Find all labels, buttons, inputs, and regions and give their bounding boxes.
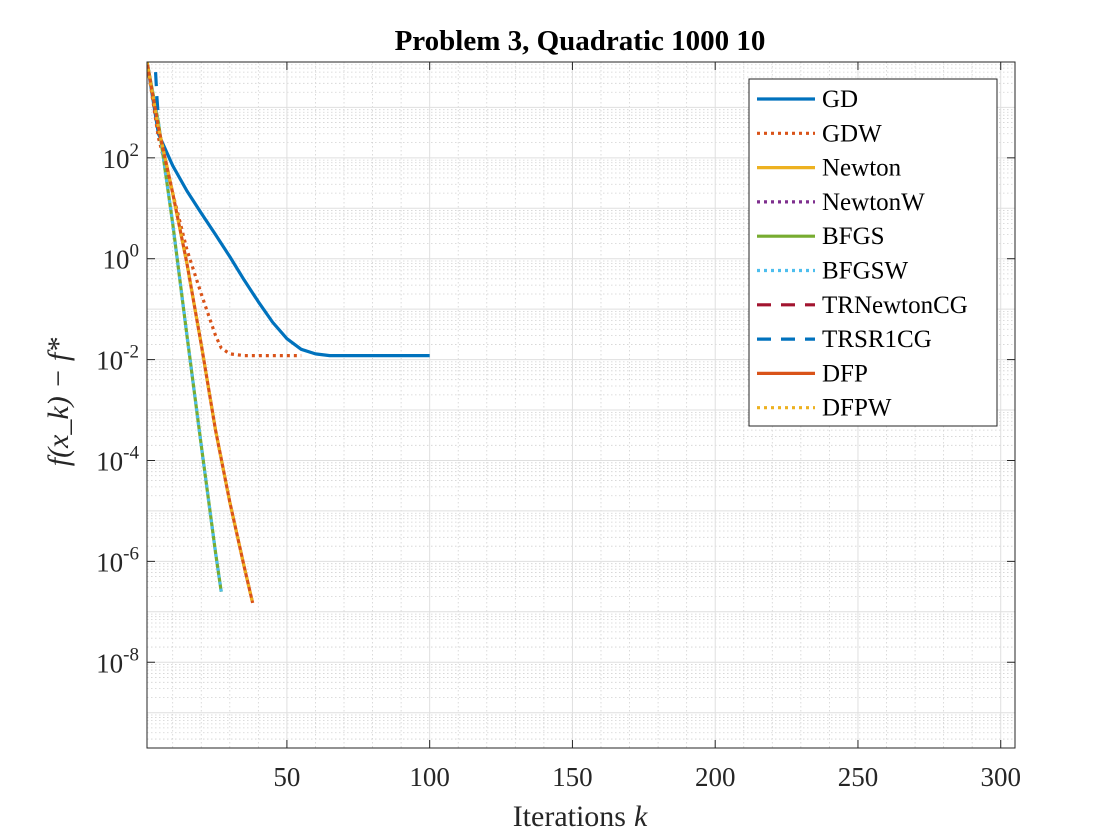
- legend-label: Newton: [822, 155, 902, 182]
- legend-label: GD: [822, 86, 858, 113]
- y-tick-label-exponent: -8: [123, 644, 139, 665]
- series-layer: [147, 62, 430, 604]
- y-axis-label-text: f(x_k) − f*: [42, 338, 75, 467]
- y-tick-label-exponent: -6: [123, 543, 139, 564]
- y-tick-label-base: 10: [96, 547, 123, 577]
- x-tick-label: 100: [409, 762, 450, 792]
- y-tick-label-base: 10: [96, 346, 123, 376]
- x-axis-label-word: Iterations: [513, 800, 626, 833]
- legend: GD GDW Newton NewtonW BFGS BFGSW TRNewtonCG TRS…: [748, 78, 998, 427]
- legend-label: DFPW: [822, 395, 892, 422]
- y-tick-label-base: 10: [96, 446, 123, 476]
- legend-label: GDW: [822, 120, 882, 147]
- legend-item-bfgsw: BFGSW: [757, 258, 909, 285]
- chart-title: Problem 3, Quadratic 1000 10: [395, 25, 766, 57]
- legend-label: DFP: [822, 360, 868, 387]
- x-tick-label: 300: [980, 762, 1021, 792]
- legend-label: TRSR1CG: [822, 326, 932, 353]
- y-tick-label: 100: [103, 241, 140, 275]
- legend-item-trsr1cg: TRSR1CG: [757, 326, 932, 353]
- x-tick-label: 200: [695, 762, 736, 792]
- y-tick-label: 10-8: [96, 644, 139, 678]
- legend-label: NewtonW: [822, 189, 925, 216]
- legend-label: BFGS: [822, 223, 885, 250]
- series-line-gd: [147, 62, 430, 358]
- legend-item-gdw: GDW: [757, 120, 882, 147]
- y-tick-label-exponent: 0: [130, 241, 140, 262]
- series-line-dfpw: [147, 62, 255, 604]
- legend-item-gd: GD: [757, 86, 858, 113]
- legend-label: TRNewtonCG: [822, 292, 968, 319]
- series-line-trsr1cg: [153, 72, 161, 119]
- axes-box: [146, 61, 1016, 749]
- x-axis-label-text: Iterations k: [513, 800, 648, 833]
- y-tick-label-base: 10: [103, 144, 130, 174]
- x-axis-label-variable: k: [634, 800, 648, 833]
- y-tick-label-exponent: 2: [130, 140, 140, 161]
- legend-item-bfgs: BFGS: [757, 223, 885, 250]
- legend-item-newton: Newton: [757, 155, 902, 182]
- x-tick-label: 50: [273, 762, 300, 792]
- legend-item-trnewtoncg: TRNewtonCG: [757, 292, 968, 319]
- y-axis-label: f(x_k) − f*: [42, 338, 75, 467]
- legend-box: [748, 78, 998, 427]
- y-tick-label: 10-2: [96, 342, 139, 376]
- legend-item-newtonw: NewtonW: [757, 189, 925, 216]
- y-tick-label: 102: [103, 140, 140, 174]
- y-tick-label: 10-4: [96, 442, 139, 476]
- y-tick-label-exponent: -2: [123, 342, 139, 363]
- y-tick-label-base: 10: [96, 648, 123, 678]
- x-axis-label: Iterations k: [513, 800, 648, 833]
- y-tick-label-exponent: -4: [123, 442, 139, 463]
- legend-item-dfpw: DFPW: [757, 395, 892, 422]
- legend-label: BFGSW: [822, 258, 909, 285]
- legend-items: GD GDW Newton NewtonW BFGS BFGSW TRNewtonCG TRS…: [757, 86, 968, 422]
- y-tick-label: 10-6: [96, 543, 139, 577]
- legend-item-dfp: DFP: [757, 360, 868, 387]
- y-tick-label-base: 10: [103, 245, 130, 275]
- x-tick-label: 150: [552, 762, 593, 792]
- x-tick-label: 250: [838, 762, 879, 792]
